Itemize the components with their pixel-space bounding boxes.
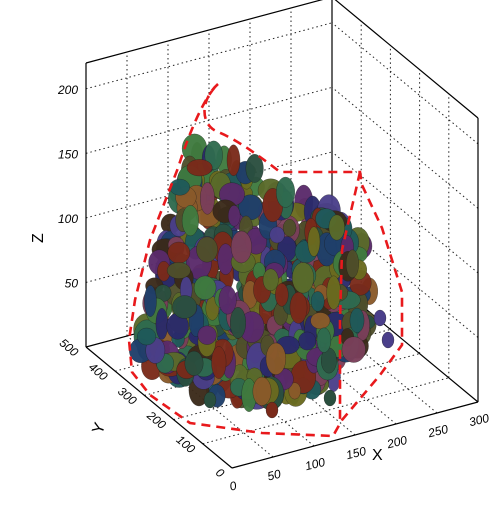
grain-cloud	[129, 133, 395, 419]
grain	[226, 144, 241, 176]
y-axis-label: Y	[89, 420, 109, 436]
grain	[265, 401, 279, 419]
x-axis-label: X	[372, 447, 383, 464]
grain	[341, 336, 366, 363]
grain	[269, 226, 285, 244]
grain	[245, 154, 264, 183]
y-tick-label: 300	[115, 384, 140, 408]
y-tick-label: 200	[144, 408, 169, 432]
grain	[310, 312, 331, 330]
grain	[196, 236, 218, 263]
grain	[166, 262, 191, 279]
grain	[373, 309, 387, 327]
z-tick-label: 50	[65, 276, 79, 290]
grain	[228, 205, 241, 227]
y-tick-label: 500	[57, 336, 82, 360]
grain	[288, 382, 301, 400]
grain	[282, 219, 297, 237]
grain	[289, 291, 308, 324]
grain	[155, 308, 169, 340]
grain	[172, 295, 197, 319]
boundary-outline	[127, 83, 404, 438]
grain	[230, 307, 246, 339]
grain	[323, 389, 337, 407]
grain	[230, 230, 252, 264]
grain	[292, 262, 314, 294]
x-tick-label: 300	[468, 411, 491, 430]
boundary-outline-path	[127, 83, 404, 438]
y-tick-label: 0	[213, 465, 227, 480]
x-tick-label: 150	[345, 444, 368, 463]
grain	[184, 350, 204, 376]
grain	[345, 249, 359, 278]
grain	[218, 285, 237, 315]
grain	[328, 214, 345, 241]
grain	[298, 331, 317, 351]
grain	[211, 346, 227, 379]
grain	[276, 176, 295, 208]
grain	[310, 291, 325, 312]
y-tick-label: 400	[86, 360, 111, 384]
grain	[186, 159, 213, 177]
z-tick-label: 100	[58, 212, 78, 226]
z-tick-label: 200	[57, 83, 78, 97]
grain	[200, 182, 215, 215]
grain	[349, 307, 365, 333]
grain	[181, 205, 199, 237]
z-axis-label: Z	[30, 233, 47, 243]
grain	[167, 241, 191, 264]
x-tick-label: 200	[385, 433, 409, 452]
grain	[326, 275, 341, 310]
grain	[262, 268, 279, 291]
grain	[316, 327, 332, 353]
grain	[381, 331, 395, 349]
x-tick-label: 100	[304, 455, 327, 474]
grain	[197, 325, 217, 345]
grain	[275, 283, 289, 307]
x-tick-label: 0	[228, 478, 238, 493]
grain	[144, 285, 157, 317]
boundary-inner-edge	[338, 171, 362, 420]
grain	[265, 342, 286, 375]
z-tick-label: 150	[58, 147, 78, 161]
x-tick-label: 250	[426, 422, 450, 441]
grain	[252, 376, 272, 406]
x-tick-label: 50	[266, 467, 283, 484]
y-tick-label: 100	[174, 432, 199, 456]
grain	[193, 275, 217, 300]
grain	[307, 226, 321, 257]
grain	[169, 178, 190, 196]
grain	[203, 391, 217, 409]
grain	[137, 327, 157, 346]
